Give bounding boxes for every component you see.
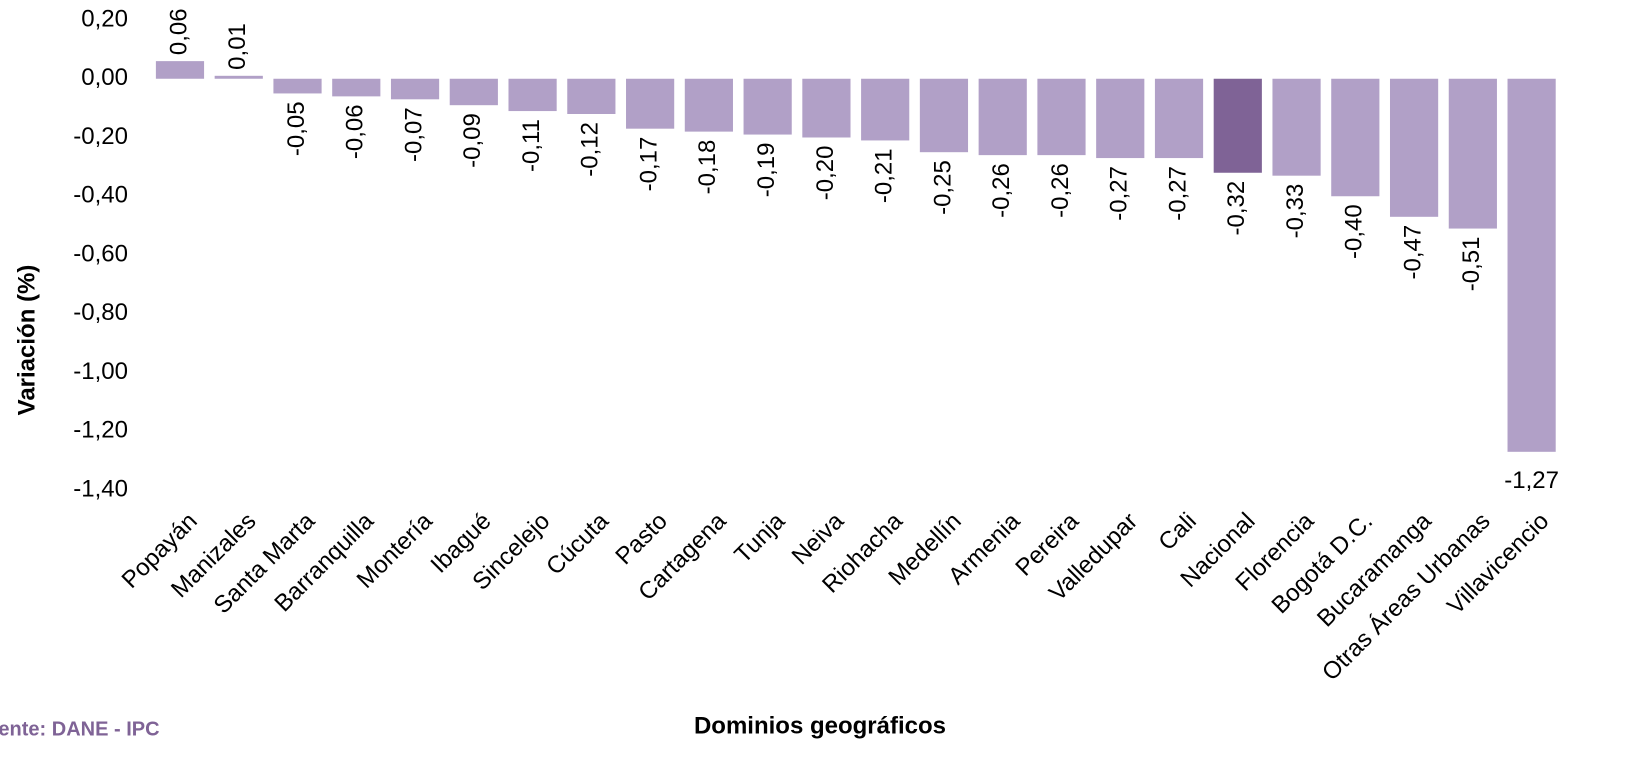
- y-tick-label: -0,80: [73, 299, 128, 326]
- bar: [1037, 78, 1086, 156]
- value-label: -0,20: [812, 146, 839, 201]
- bar: [1096, 78, 1145, 159]
- value-label: -0,09: [459, 113, 486, 168]
- x-axis-title: Dominios geográficos: [694, 712, 946, 739]
- x-tick-label: Cúcuta: [541, 507, 614, 580]
- bar: [1154, 78, 1204, 159]
- y-tick-label: -0,20: [73, 123, 128, 150]
- value-label: -0,17: [635, 137, 662, 192]
- y-tick-label: 0,00: [81, 64, 128, 91]
- bar: [273, 78, 322, 94]
- bar: [155, 61, 205, 79]
- bar: [626, 78, 675, 129]
- value-label: -0,21: [871, 148, 898, 203]
- x-tick-label: Cali: [1153, 508, 1201, 556]
- value-label: -0,33: [1282, 184, 1309, 239]
- bar: [1272, 78, 1321, 176]
- bar: [978, 78, 1027, 156]
- bar: [567, 78, 616, 114]
- value-label: -0,47: [1399, 225, 1426, 280]
- value-label: -0,06: [342, 104, 369, 159]
- y-tick-label: -0,40: [73, 182, 128, 209]
- value-label: 0,01: [224, 23, 251, 70]
- bar: [332, 78, 381, 97]
- bar: [449, 78, 498, 106]
- y-tick-label: -0,60: [73, 240, 128, 267]
- value-label: -0,18: [694, 140, 721, 195]
- value-label: -0,26: [988, 163, 1015, 218]
- value-label: -0,51: [1458, 237, 1485, 292]
- bar: [214, 75, 263, 79]
- value-label: -0,40: [1341, 204, 1368, 259]
- bar: [1213, 78, 1262, 173]
- bar: [508, 78, 557, 112]
- value-label: -0,27: [1164, 166, 1191, 221]
- bar: [802, 78, 851, 138]
- value-label: 0,06: [165, 8, 192, 55]
- bar: [1448, 78, 1497, 229]
- source-note: Fuente: DANE - IPC: [0, 718, 160, 740]
- value-label: -0,27: [1106, 166, 1133, 221]
- bar: [743, 78, 792, 135]
- y-tick-label: -1,00: [73, 358, 128, 385]
- value-label: -0,11: [518, 119, 545, 172]
- y-axis-title: Variación (%): [13, 265, 40, 416]
- bar: [390, 78, 440, 100]
- value-label: -0,07: [400, 107, 427, 162]
- value-label: -0,26: [1047, 163, 1074, 218]
- bar: [861, 78, 910, 141]
- value-label: -0,05: [283, 101, 310, 156]
- value-label: -0,32: [1223, 181, 1250, 236]
- value-label: -0,25: [929, 160, 956, 215]
- bar: [1507, 78, 1556, 452]
- x-tick-label: Tunja: [729, 507, 790, 568]
- value-label: -0,19: [753, 143, 780, 198]
- value-label: -0,12: [577, 122, 604, 177]
- value-label: -1,27: [1504, 467, 1559, 494]
- bar: [1389, 78, 1439, 217]
- bar: [919, 78, 969, 153]
- y-tick-label: -1,20: [73, 417, 128, 444]
- bar: [1331, 78, 1380, 197]
- bar: [684, 78, 733, 132]
- y-tick-label: -1,40: [73, 475, 128, 502]
- y-tick-label: 0,20: [81, 5, 128, 32]
